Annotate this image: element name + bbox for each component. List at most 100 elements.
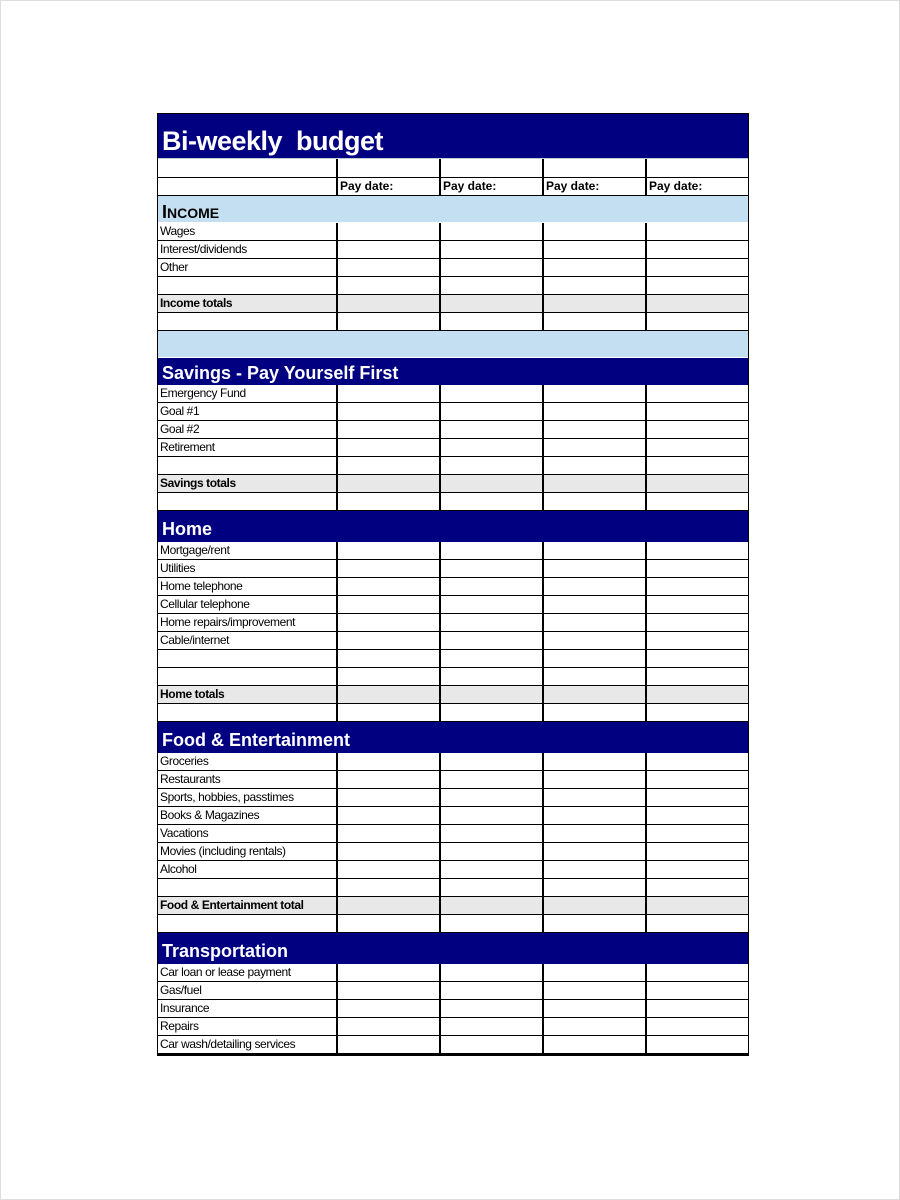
- amount-cell[interactable]: [439, 861, 542, 878]
- amount-cell[interactable]: [439, 493, 542, 510]
- amount-cell[interactable]: [645, 686, 748, 703]
- amount-cell[interactable]: [542, 457, 645, 474]
- amount-cell[interactable]: [439, 241, 542, 258]
- amount-cell[interactable]: [542, 825, 645, 842]
- amount-cell[interactable]: [336, 1000, 439, 1017]
- amount-cell[interactable]: [645, 915, 748, 932]
- amount-cell[interactable]: [542, 313, 645, 330]
- amount-cell[interactable]: [542, 686, 645, 703]
- amount-cell[interactable]: [439, 223, 542, 240]
- amount-cell[interactable]: [645, 385, 748, 402]
- amount-cell[interactable]: [542, 771, 645, 788]
- amount-cell[interactable]: [336, 542, 439, 559]
- amount-cell[interactable]: [542, 807, 645, 824]
- amount-cell[interactable]: [645, 241, 748, 258]
- pay-date-4[interactable]: Pay date:: [645, 178, 748, 195]
- amount-cell[interactable]: [645, 439, 748, 456]
- amount-cell[interactable]: [439, 704, 542, 721]
- amount-cell[interactable]: [542, 241, 645, 258]
- amount-cell[interactable]: [645, 493, 748, 510]
- amount-cell[interactable]: [439, 686, 542, 703]
- amount-cell[interactable]: [542, 295, 645, 312]
- amount-cell[interactable]: [439, 313, 542, 330]
- amount-cell[interactable]: [439, 753, 542, 770]
- amount-cell[interactable]: [439, 578, 542, 595]
- amount-cell[interactable]: [542, 1018, 645, 1035]
- amount-cell[interactable]: [336, 560, 439, 577]
- amount-cell[interactable]: [542, 650, 645, 667]
- amount-cell[interactable]: [336, 403, 439, 420]
- pay-date-3[interactable]: Pay date:: [542, 178, 645, 195]
- amount-cell[interactable]: [542, 259, 645, 276]
- amount-cell[interactable]: [439, 650, 542, 667]
- amount-cell[interactable]: [542, 789, 645, 806]
- amount-cell[interactable]: [336, 241, 439, 258]
- amount-cell[interactable]: [439, 1018, 542, 1035]
- amount-cell[interactable]: [542, 897, 645, 914]
- amount-cell[interactable]: [336, 223, 439, 240]
- amount-cell[interactable]: [645, 704, 748, 721]
- amount-cell[interactable]: [336, 1036, 439, 1053]
- amount-cell[interactable]: [542, 578, 645, 595]
- amount-cell[interactable]: [336, 596, 439, 613]
- amount-cell[interactable]: [439, 385, 542, 402]
- amount-cell[interactable]: [542, 879, 645, 896]
- amount-cell[interactable]: [439, 421, 542, 438]
- amount-cell[interactable]: [542, 421, 645, 438]
- amount-cell[interactable]: [439, 457, 542, 474]
- amount-cell[interactable]: [336, 614, 439, 631]
- amount-cell[interactable]: [336, 704, 439, 721]
- amount-cell[interactable]: [336, 259, 439, 276]
- amount-cell[interactable]: [336, 578, 439, 595]
- amount-cell[interactable]: [439, 295, 542, 312]
- amount-cell[interactable]: [336, 964, 439, 981]
- amount-cell[interactable]: [439, 614, 542, 631]
- amount-cell[interactable]: [645, 1036, 748, 1053]
- cell[interactable]: [158, 159, 336, 177]
- amount-cell[interactable]: [542, 915, 645, 932]
- amount-cell[interactable]: [336, 753, 439, 770]
- amount-cell[interactable]: [645, 1000, 748, 1017]
- cell[interactable]: [336, 159, 439, 177]
- amount-cell[interactable]: [439, 771, 542, 788]
- amount-cell[interactable]: [645, 789, 748, 806]
- amount-cell[interactable]: [336, 1018, 439, 1035]
- amount-cell[interactable]: [542, 277, 645, 294]
- amount-cell[interactable]: [439, 1000, 542, 1017]
- cell[interactable]: [645, 159, 748, 177]
- amount-cell[interactable]: [439, 542, 542, 559]
- amount-cell[interactable]: [645, 614, 748, 631]
- amount-cell[interactable]: [336, 879, 439, 896]
- amount-cell[interactable]: [542, 1000, 645, 1017]
- amount-cell[interactable]: [336, 421, 439, 438]
- amount-cell[interactable]: [645, 560, 748, 577]
- amount-cell[interactable]: [645, 807, 748, 824]
- amount-cell[interactable]: [439, 596, 542, 613]
- amount-cell[interactable]: [336, 313, 439, 330]
- amount-cell[interactable]: [439, 807, 542, 824]
- amount-cell[interactable]: [336, 493, 439, 510]
- amount-cell[interactable]: [542, 560, 645, 577]
- amount-cell[interactable]: [645, 861, 748, 878]
- amount-cell[interactable]: [439, 277, 542, 294]
- amount-cell[interactable]: [336, 686, 439, 703]
- amount-cell[interactable]: [645, 650, 748, 667]
- amount-cell[interactable]: [439, 475, 542, 492]
- amount-cell[interactable]: [439, 964, 542, 981]
- amount-cell[interactable]: [336, 650, 439, 667]
- amount-cell[interactable]: [542, 475, 645, 492]
- amount-cell[interactable]: [542, 668, 645, 685]
- amount-cell[interactable]: [542, 614, 645, 631]
- amount-cell[interactable]: [645, 457, 748, 474]
- amount-cell[interactable]: [336, 861, 439, 878]
- amount-cell[interactable]: [542, 843, 645, 860]
- amount-cell[interactable]: [439, 843, 542, 860]
- amount-cell[interactable]: [542, 596, 645, 613]
- amount-cell[interactable]: [542, 632, 645, 649]
- amount-cell[interactable]: [439, 879, 542, 896]
- amount-cell[interactable]: [336, 277, 439, 294]
- amount-cell[interactable]: [542, 861, 645, 878]
- amount-cell[interactable]: [336, 789, 439, 806]
- amount-cell[interactable]: [645, 596, 748, 613]
- amount-cell[interactable]: [336, 807, 439, 824]
